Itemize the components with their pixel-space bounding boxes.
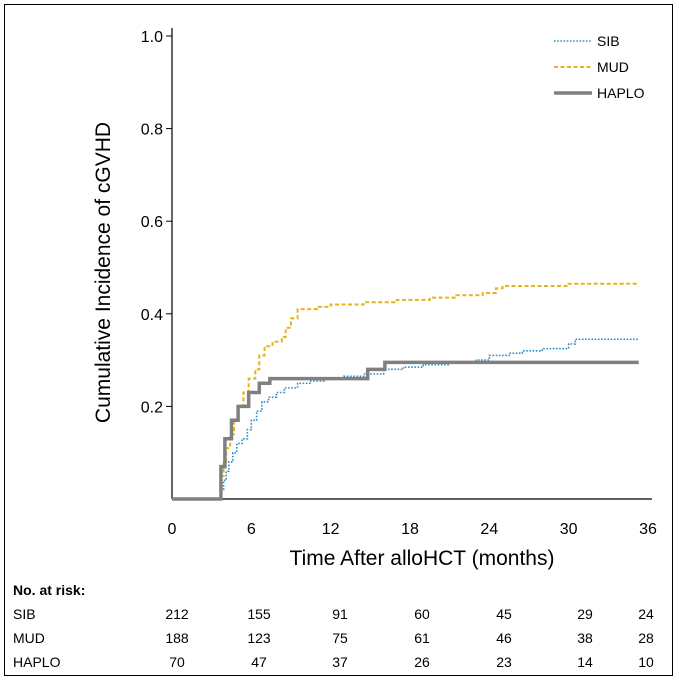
risk-cell: 29 [577, 606, 593, 622]
x-tick-label: 30 [560, 521, 578, 538]
risk-row-label: SIB [13, 606, 36, 622]
risk-cell: 37 [332, 654, 348, 670]
risk-row-mud: MUD 188 123 75 61 46 38 28 [4, 630, 673, 650]
risk-cell: 23 [496, 654, 512, 670]
risk-cell: 212 [165, 606, 189, 622]
risk-cell: 24 [638, 606, 654, 622]
x-tick-label: 0 [168, 521, 177, 538]
x-tick-label: 12 [322, 521, 340, 538]
risk-cell: 38 [577, 630, 593, 646]
risk-cell: 28 [638, 630, 654, 646]
risk-cell: 60 [414, 606, 430, 622]
risk-cell: 188 [165, 630, 189, 646]
y-tick-label: 1.0 [141, 29, 163, 46]
risk-cell: 10 [638, 654, 654, 670]
risk-cell: 45 [496, 606, 512, 622]
y-tick-label: 0.2 [141, 399, 163, 416]
y-tick-label: 0.6 [141, 214, 163, 231]
y-axis-label: Cumulative Incidence of cGVHD [92, 122, 115, 423]
y-tick-label: 0.4 [141, 307, 163, 324]
risk-cell: 47 [251, 654, 267, 670]
risk-row-label: HAPLO [13, 654, 61, 670]
x-tick-label: 6 [247, 521, 256, 538]
x-tick-label: 36 [639, 521, 657, 538]
risk-cell: 75 [332, 630, 348, 646]
risk-row-sib: SIB 212 155 91 60 45 29 24 [4, 606, 673, 626]
risk-cell: 26 [414, 654, 430, 670]
legend-label-mud: MUD [597, 59, 629, 75]
legend-label-haplo: HAPLO [597, 85, 645, 101]
risk-cell: 14 [577, 654, 593, 670]
risk-cell: 123 [247, 630, 271, 646]
legend-label-sib: SIB [597, 33, 620, 49]
series-line-mud [172, 282, 639, 500]
risk-table-title: No. at risk: [13, 582, 86, 598]
risk-cell: 61 [414, 630, 430, 646]
risk-cell: 70 [169, 654, 185, 670]
cumulative-incidence-chart: 0.2 0.4 0.6 0.8 1.0 0 6 12 18 24 30 36 Time After al… [92, 28, 657, 570]
figure-frame [4, 4, 673, 676]
risk-row-haplo: HAPLO 70 47 37 26 23 14 10 [4, 654, 673, 674]
risk-row-label: MUD [13, 630, 45, 646]
series-line-haplo [172, 360, 639, 501]
x-tick-label: 24 [480, 521, 498, 538]
y-tick-label: 0.8 [141, 122, 163, 139]
x-axis-label: Time After alloHCT (months) [290, 547, 555, 570]
risk-cell: 155 [247, 606, 271, 622]
risk-cell: 46 [496, 630, 512, 646]
series-line-sib [172, 338, 639, 500]
risk-cell: 91 [332, 606, 348, 622]
x-tick-label: 18 [401, 521, 419, 538]
